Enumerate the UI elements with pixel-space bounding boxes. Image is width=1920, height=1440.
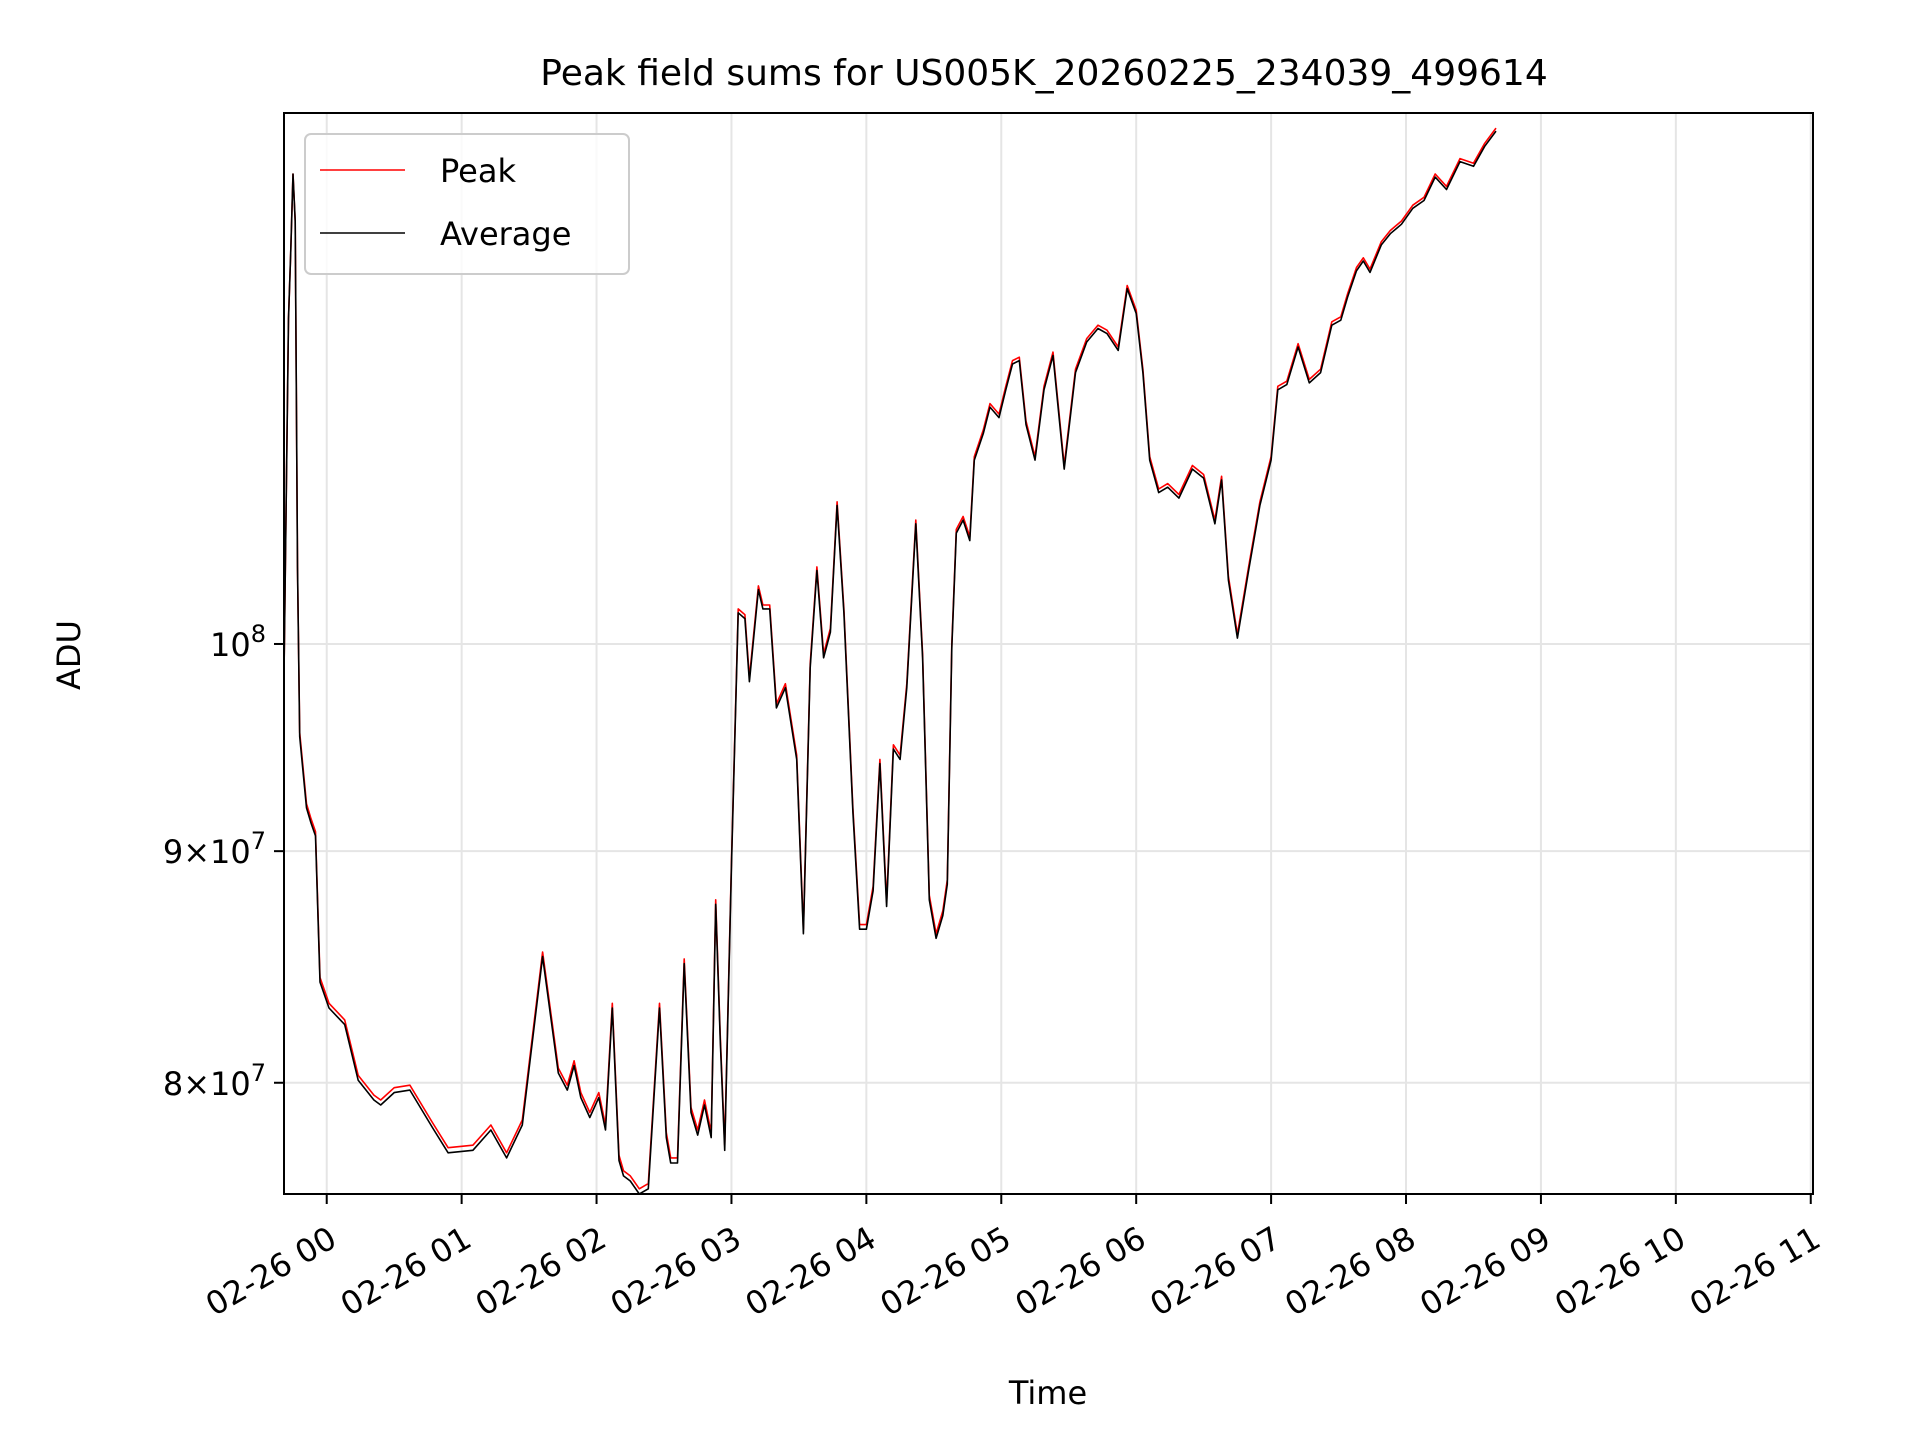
y-tick-label: 9×107 xyxy=(163,827,266,871)
axes-frame xyxy=(283,112,1814,1195)
y-ticks: 8×107 9×107 108 xyxy=(163,620,284,1103)
legend: Peak Average xyxy=(304,133,630,275)
series-line-average xyxy=(284,130,1497,1194)
y-tick-label: 8×107 xyxy=(163,1059,266,1103)
y-tick-label: 108 xyxy=(210,620,266,664)
y-axis-label: ADU xyxy=(50,620,88,690)
grid xyxy=(284,113,1813,1194)
legend-label-average: Average xyxy=(440,215,571,253)
series-layer xyxy=(284,127,1497,1194)
legend-box xyxy=(304,133,630,275)
x-axis-label: Time xyxy=(1008,1374,1087,1412)
chart-title: Peak field sums for US005K_20260225_2340… xyxy=(540,53,1547,94)
legend-label-peak: Peak xyxy=(440,152,516,190)
